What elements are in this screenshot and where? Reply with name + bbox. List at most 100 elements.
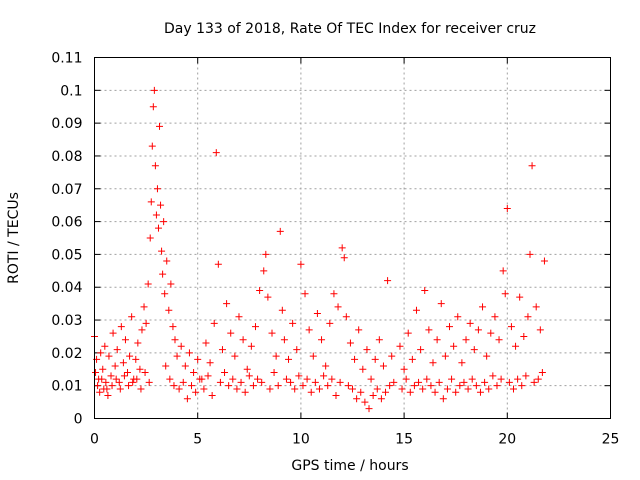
data-point [425, 326, 433, 334]
data-point [466, 319, 474, 327]
data-point [117, 323, 125, 331]
data-point [503, 204, 511, 212]
data-point [458, 359, 466, 367]
data-point [538, 369, 546, 377]
data-point [505, 378, 513, 386]
x-tick-label: 15 [395, 432, 413, 448]
data-point [536, 326, 544, 334]
data-point [524, 313, 532, 321]
data-point [171, 336, 179, 344]
data-point [528, 162, 536, 170]
data-point [431, 388, 439, 396]
data-point [165, 306, 173, 314]
data-point [241, 388, 249, 396]
data-point [216, 378, 224, 386]
data-point [419, 385, 427, 393]
data-point [289, 319, 297, 327]
data-point [485, 385, 493, 393]
data-point [94, 382, 102, 390]
data-point [382, 388, 390, 396]
data-point [433, 336, 441, 344]
data-point [112, 375, 120, 383]
data-point [188, 382, 196, 390]
data-point [516, 293, 524, 301]
data-point [272, 352, 280, 360]
data-point [359, 365, 367, 373]
data-point [194, 355, 202, 363]
y-tick-label: 0.11 [51, 51, 82, 67]
data-point [390, 378, 398, 386]
data-point [322, 362, 330, 370]
data-point [437, 300, 445, 308]
y-tick-label: 0.02 [51, 346, 82, 362]
data-point [204, 372, 212, 380]
data-point [183, 395, 191, 403]
data-point [454, 313, 462, 321]
data-point [522, 372, 530, 380]
data-point [404, 329, 412, 337]
data-point [125, 382, 133, 390]
data-point [435, 378, 443, 386]
data-point [260, 267, 268, 275]
data-point [243, 365, 251, 373]
data-point [138, 326, 146, 334]
data-point [512, 342, 520, 350]
data-point [111, 362, 119, 370]
data-point [99, 365, 107, 373]
data-point [332, 392, 340, 400]
data-point [154, 224, 162, 232]
data-point [448, 375, 456, 383]
data-point [491, 313, 499, 321]
data-point [270, 369, 278, 377]
data-point [495, 336, 503, 344]
data-point [235, 313, 243, 321]
data-point [439, 395, 447, 403]
data-point [483, 352, 491, 360]
data-point [520, 332, 528, 340]
data-point [278, 306, 286, 314]
data-point [429, 359, 437, 367]
data-point [361, 398, 369, 406]
y-tick-label: 0.05 [51, 247, 82, 263]
data-point [105, 352, 113, 360]
data-point [104, 392, 112, 400]
data-point [254, 375, 262, 383]
data-point [303, 375, 311, 383]
data-point [175, 385, 183, 393]
data-point [462, 336, 470, 344]
data-point [200, 385, 208, 393]
grid [94, 57, 611, 419]
data-point [287, 378, 295, 386]
data-point [276, 227, 284, 235]
data-point [291, 385, 299, 393]
data-point [229, 375, 237, 383]
data-point [452, 388, 460, 396]
data-point [340, 254, 348, 262]
data-point [126, 352, 134, 360]
y-tick-label: 0.01 [51, 379, 82, 395]
data-point [441, 352, 449, 360]
data-point [146, 234, 154, 242]
data-point [309, 352, 317, 360]
data-point [116, 385, 124, 393]
data-point [223, 300, 231, 308]
data-point [266, 385, 274, 393]
data-point [472, 382, 480, 390]
data-point [342, 313, 350, 321]
data-point [96, 388, 104, 396]
data-point [408, 355, 416, 363]
data-point [227, 329, 235, 337]
data-point [423, 375, 431, 383]
data-point [415, 378, 423, 386]
data-point [137, 385, 145, 393]
data-point [297, 260, 305, 268]
data-point [151, 162, 159, 170]
data-point [285, 355, 293, 363]
data-point [514, 375, 522, 383]
data-point [427, 382, 435, 390]
data-point [400, 365, 408, 373]
y-tick-label: 0.07 [51, 182, 82, 198]
data-point [262, 250, 270, 258]
data-point [299, 382, 307, 390]
data-point [384, 277, 392, 285]
